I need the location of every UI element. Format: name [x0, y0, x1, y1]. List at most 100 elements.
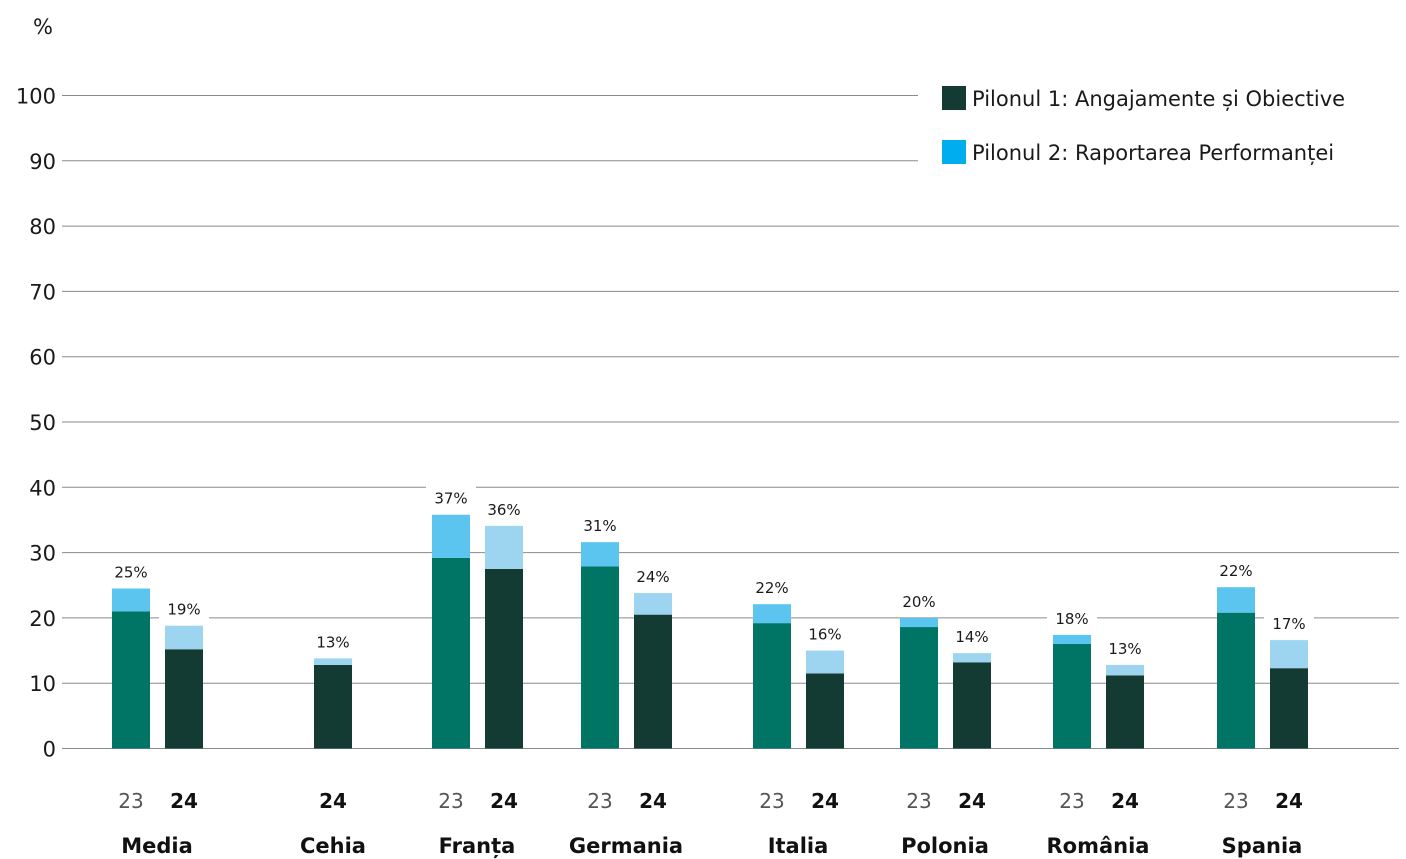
data-label: 24%	[636, 568, 669, 586]
data-label-bg	[426, 484, 476, 509]
data-label-bg	[575, 512, 625, 537]
data-label-bg	[800, 620, 850, 645]
y-tick-label: 20	[29, 607, 56, 631]
legend-swatch-pillar-2	[942, 140, 966, 164]
y-tick-label: 100	[16, 85, 56, 109]
y-tick-label: 70	[29, 280, 56, 304]
year-label: 23	[438, 789, 463, 813]
year-label: 24	[639, 789, 667, 813]
bars-layer	[106, 484, 1314, 749]
bar-pillar-1	[485, 568, 523, 749]
y-tick-label: 80	[29, 215, 56, 239]
data-label-bg	[159, 595, 209, 620]
legend-swatch-pillar-1	[942, 86, 966, 110]
year-label: 23	[1059, 789, 1084, 813]
data-label-bg	[628, 563, 678, 588]
legend-label-pillar-1: Pilonul 1: Angajamente și Obiective	[972, 87, 1345, 111]
year-label: 23	[1223, 789, 1248, 813]
bar-pillar-2	[753, 604, 791, 624]
bar-pillar-1	[753, 623, 791, 749]
data-label-bg	[894, 587, 944, 612]
bar-pillar-1	[900, 627, 938, 749]
data-label-bg	[1211, 557, 1261, 582]
bar-pillar-2	[314, 658, 352, 665]
bar-pillar-2	[634, 593, 672, 615]
y-tick-label: 60	[29, 346, 56, 370]
year-label: 24	[490, 789, 518, 813]
bar-pillar-1	[1106, 675, 1144, 749]
data-label: 22%	[755, 579, 788, 597]
category-label: Italia	[768, 834, 829, 858]
year-label: 23	[906, 789, 931, 813]
bar-pillar-1	[953, 662, 991, 749]
data-label: 16%	[808, 626, 841, 644]
bar-pillar-1	[112, 611, 150, 749]
bar-pillar-2	[953, 653, 991, 663]
bar-pillar-1	[806, 673, 844, 749]
data-label: 18%	[1055, 610, 1088, 628]
data-label-bg	[479, 495, 529, 520]
data-label-bg	[747, 574, 797, 599]
data-label-bg	[947, 623, 997, 648]
data-label: 31%	[583, 517, 616, 535]
bar-pillar-2	[165, 625, 203, 650]
grid-layer	[62, 95, 1399, 749]
category-label: Cehia	[300, 834, 366, 858]
labels-layer: 0 10 20 30 40 50 60 70 80 90 100 25% 23 19% 24 Media 13%…	[16, 85, 1306, 859]
year-label: 24	[170, 789, 198, 813]
data-label-bg	[1100, 634, 1150, 659]
bar-pillar-1	[1270, 668, 1308, 749]
data-label: 14%	[955, 628, 988, 646]
data-label: 13%	[1108, 640, 1141, 658]
category-label: Germania	[569, 834, 683, 858]
year-label: 23	[118, 789, 143, 813]
data-label: 36%	[487, 501, 520, 519]
bar-pillar-2	[581, 542, 619, 567]
bar-pillar-2	[432, 514, 470, 558]
data-label: 25%	[114, 564, 147, 582]
bar-pillar-2	[900, 617, 938, 628]
category-label: Polonia	[901, 834, 989, 858]
year-label: 24	[1111, 789, 1139, 813]
data-label: 13%	[316, 633, 349, 651]
bar-pillar-2	[806, 650, 844, 674]
data-label: 19%	[167, 601, 200, 619]
data-label: 22%	[1219, 562, 1252, 580]
data-label-bg	[308, 628, 358, 653]
data-label: 17%	[1272, 615, 1305, 633]
unit-label: %	[33, 15, 53, 39]
y-tick-label: 30	[29, 542, 56, 566]
year-label: 23	[759, 789, 784, 813]
data-label-bg	[1264, 610, 1314, 635]
y-tick-label: 40	[29, 476, 56, 500]
data-label-bg	[106, 558, 156, 583]
year-label: 24	[319, 789, 347, 813]
bar-pillar-2	[112, 588, 150, 612]
bar-pillar-1	[1053, 644, 1091, 749]
legend-label-pillar-2: Pilonul 2: Raportarea Performanței	[972, 141, 1334, 165]
bar-pillar-1	[165, 649, 203, 749]
y-tick-label: 10	[29, 672, 56, 696]
bar-pillar-1	[581, 566, 619, 749]
bar-pillar-1	[314, 664, 352, 749]
category-label: Spania	[1222, 834, 1303, 858]
bar-pillar-1	[432, 557, 470, 749]
bar-pillar-1	[634, 614, 672, 749]
bar-pillar-2	[1217, 587, 1255, 613]
category-label: România	[1047, 834, 1150, 858]
legend: Pilonul 1: Angajamente și Obiective Pilo…	[942, 86, 1345, 165]
data-label: 20%	[902, 593, 935, 611]
bar-pillar-2	[1270, 640, 1308, 669]
category-label: Franța	[439, 834, 516, 859]
year-label: 23	[587, 789, 612, 813]
data-label-bg	[1047, 604, 1097, 629]
y-tick-label: 0	[43, 738, 56, 762]
y-tick-label: 50	[29, 411, 56, 435]
y-tick-label: 90	[29, 150, 56, 174]
bar-pillar-2	[1053, 634, 1091, 645]
bar-pillar-2	[485, 525, 523, 569]
year-label: 24	[811, 789, 839, 813]
data-label: 37%	[434, 490, 467, 508]
bar-pillar-1	[1217, 612, 1255, 749]
